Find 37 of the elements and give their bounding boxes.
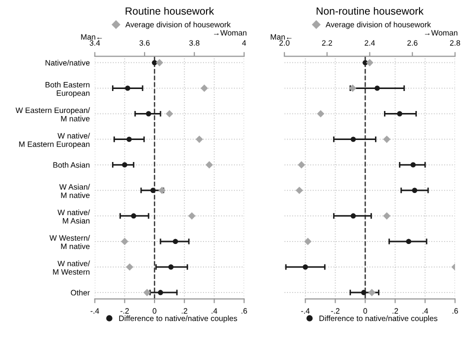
point xyxy=(172,238,178,244)
point xyxy=(126,263,134,271)
point xyxy=(397,111,402,116)
point xyxy=(200,84,208,92)
point xyxy=(131,213,136,219)
point xyxy=(156,58,164,66)
point xyxy=(150,188,156,193)
point xyxy=(298,161,306,168)
point xyxy=(368,288,376,296)
point xyxy=(126,136,132,142)
point xyxy=(196,136,203,143)
point xyxy=(122,162,128,168)
point xyxy=(188,212,196,220)
point xyxy=(125,86,130,91)
point xyxy=(158,290,164,296)
chart-title: Non-routine housework xyxy=(316,7,424,15)
point xyxy=(410,162,416,168)
point xyxy=(152,60,158,66)
point xyxy=(302,264,308,270)
point xyxy=(304,238,312,246)
point xyxy=(350,136,356,142)
point xyxy=(206,161,213,168)
point xyxy=(361,290,366,296)
point xyxy=(146,111,152,116)
point xyxy=(166,110,174,118)
point xyxy=(296,186,304,194)
point xyxy=(316,110,324,118)
point xyxy=(120,238,128,246)
point xyxy=(406,238,412,244)
point xyxy=(366,58,374,66)
point xyxy=(412,188,418,193)
point xyxy=(350,213,356,219)
chart-title: Routine housework xyxy=(126,7,214,15)
point xyxy=(168,264,174,270)
point xyxy=(383,136,390,143)
point xyxy=(374,86,380,91)
point xyxy=(383,212,390,220)
